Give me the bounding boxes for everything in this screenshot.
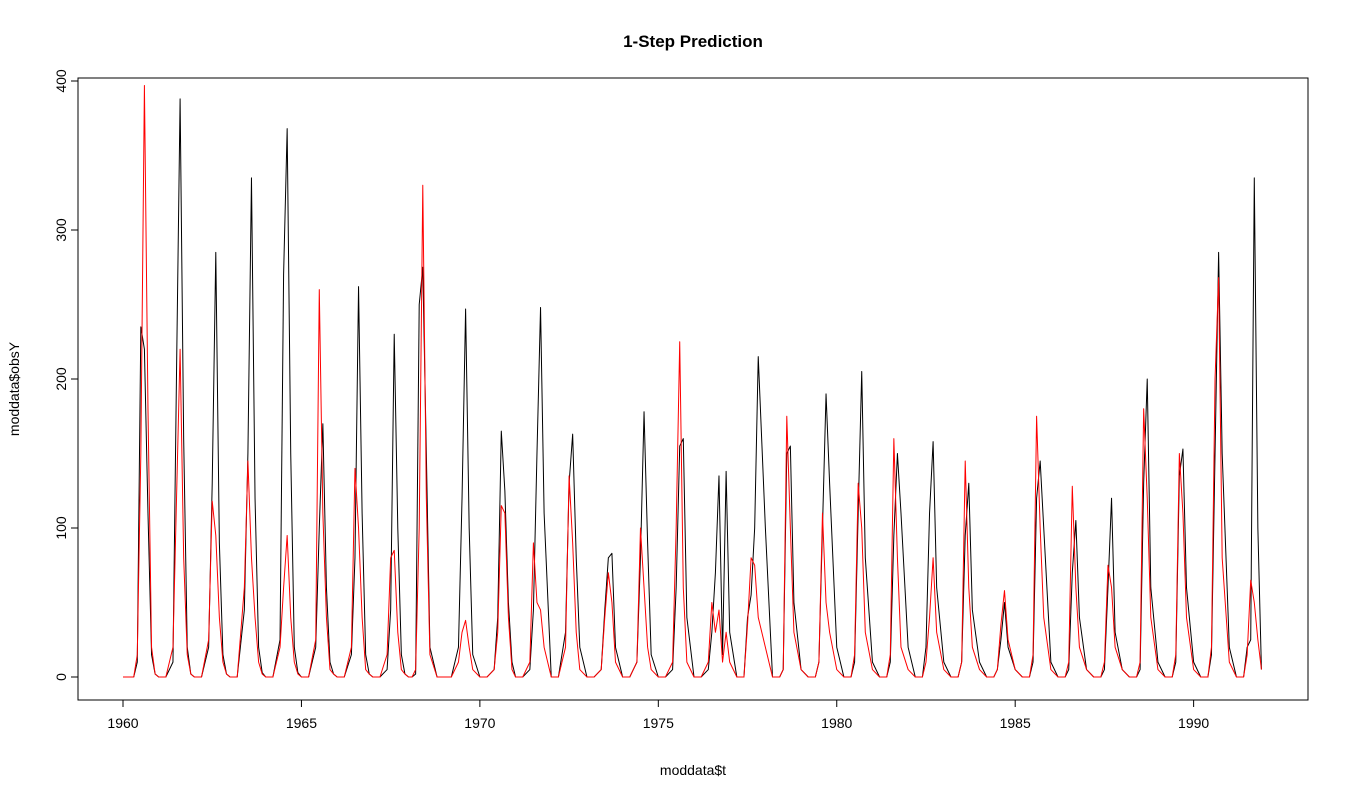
x-tick-label: 1960: [107, 715, 138, 731]
y-axis: 0 100 200 300 400: [53, 69, 79, 681]
y-tick-label: 0: [53, 673, 69, 681]
x-axis-label: moddata$t: [660, 762, 726, 778]
series-predicted-line: [123, 84, 1262, 678]
x-tick-label: 1970: [464, 715, 495, 731]
series-observed-line: [123, 98, 1262, 678]
y-tick-label: 200: [53, 367, 69, 391]
y-tick-label: 400: [53, 69, 69, 93]
series-layer: [123, 84, 1262, 678]
y-tick-label: 300: [53, 218, 69, 242]
x-tick-label: 1990: [1178, 715, 1209, 731]
x-tick-label: 1975: [643, 715, 674, 731]
chart-title: 1-Step Prediction: [623, 32, 763, 51]
x-tick-label: 1965: [286, 715, 317, 731]
plot-box: [77, 77, 1309, 701]
x-tick-label: 1980: [821, 715, 852, 731]
y-axis-label: moddata$obsY: [6, 341, 22, 436]
x-axis: 1960 1965 1970 1975 1980 1985 1990: [107, 699, 1209, 731]
x-tick-label: 1985: [1000, 715, 1031, 731]
y-tick-label: 100: [53, 516, 69, 540]
